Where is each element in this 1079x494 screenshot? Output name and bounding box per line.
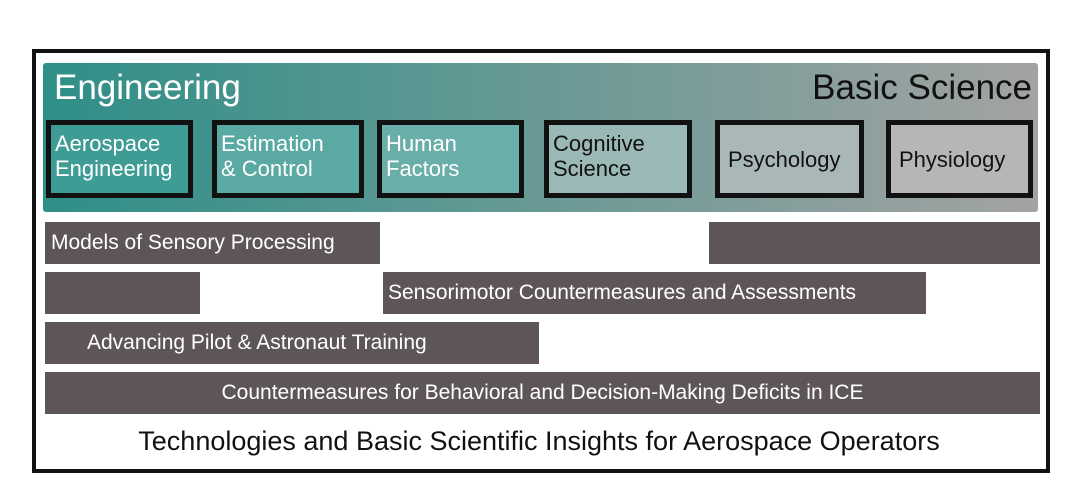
diagram-footer-caption: Technologies and Basic Scientific Insigh…: [138, 426, 940, 456]
bar-advancing-pilot-astronaut-training: Advancing Pilot & Astronaut Training: [45, 322, 539, 364]
bar-behavioral-decision-countermeasures: Countermeasures for Behavioral and Decis…: [45, 372, 1040, 414]
field-cognitive-science: Cognitive Science: [544, 120, 692, 198]
bar-models-of-sensory-processing-continued: [709, 222, 1040, 264]
engineering-science-spectrum: [43, 63, 1038, 212]
field-estimation-control: Estimation & Control: [212, 120, 364, 198]
spectrum-left-label: Engineering: [54, 68, 241, 107]
field-aerospace-engineering: Aerospace Engineering: [46, 120, 193, 198]
bar-sensorimotor-countermeasures-left: [45, 272, 200, 314]
field-physiology: Physiology: [886, 120, 1033, 198]
bar-sensorimotor-countermeasures: Sensorimotor Countermeasures and Assessm…: [383, 272, 926, 314]
bar-models-of-sensory-processing: Models of Sensory Processing: [45, 222, 380, 264]
spectrum-right-label: Basic Science: [812, 68, 1032, 107]
field-human-factors: Human Factors: [377, 120, 524, 198]
field-psychology: Psychology: [715, 120, 864, 198]
